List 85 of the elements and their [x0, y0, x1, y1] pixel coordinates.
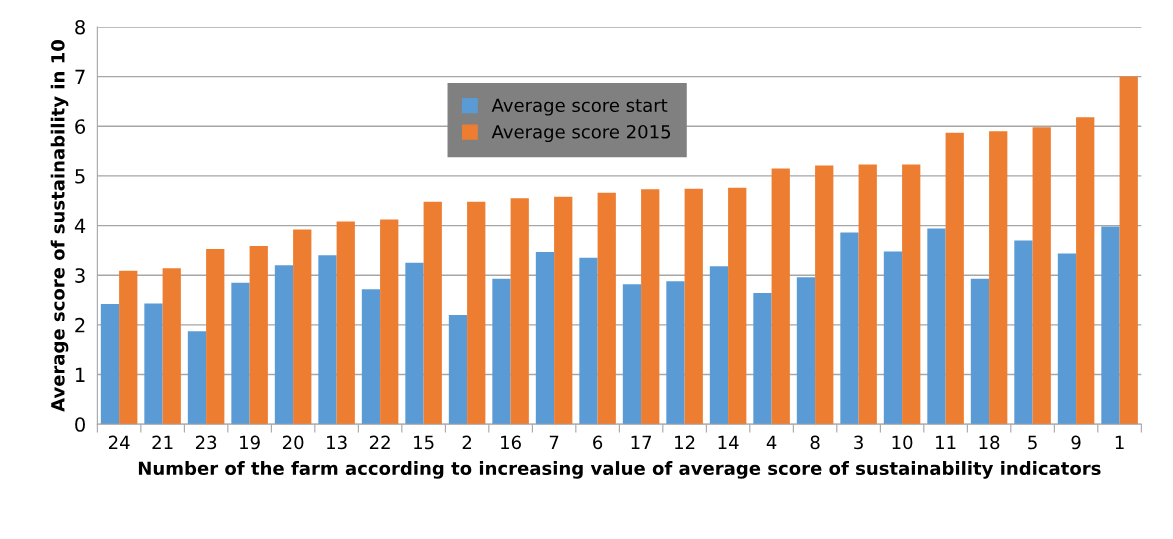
x-tick-label: 5	[1028, 435, 1037, 450]
bar	[336, 221, 355, 425]
x-tick-label: 3	[854, 435, 863, 450]
bar	[119, 270, 138, 425]
x-tick-label: 19	[240, 435, 260, 450]
x-tick-label: 18	[979, 435, 1000, 450]
bar	[927, 228, 946, 425]
bar	[597, 192, 616, 425]
legend-label: Average score 2015	[491, 124, 671, 143]
bar	[989, 131, 1008, 425]
bar	[666, 281, 685, 425]
bar	[467, 201, 486, 425]
y-tick-label: 0	[75, 417, 85, 432]
bar	[728, 187, 747, 425]
x-tick-label: 12	[675, 435, 695, 450]
y-tick-label: 7	[75, 69, 85, 84]
x-axis-title: Number of the farm according to increasing value of average score of sustainability indicators	[138, 461, 1101, 479]
bar	[510, 198, 529, 425]
x-tick-label: 20	[282, 435, 304, 450]
bar	[293, 229, 312, 425]
y-tick-label: 2	[75, 317, 85, 333]
bar	[815, 165, 834, 425]
x-tick-label: 21	[152, 435, 173, 450]
x-tick-label: 8	[810, 435, 820, 450]
bar	[684, 188, 703, 425]
bar	[380, 219, 399, 425]
bar	[1014, 240, 1033, 425]
bar	[162, 268, 181, 425]
bar	[1119, 76, 1138, 425]
x-tick-label: 23	[195, 435, 217, 450]
y-tick-label: 5	[75, 169, 85, 184]
bar	[771, 168, 790, 425]
bar	[858, 164, 877, 425]
bar	[100, 304, 120, 425]
bar	[840, 232, 859, 425]
bar	[535, 251, 555, 425]
bar	[361, 289, 381, 425]
bar	[945, 132, 964, 425]
bar	[187, 331, 207, 425]
y-axis-title: Average score of sustainability in 10	[50, 40, 69, 412]
bar	[318, 255, 337, 425]
bar	[902, 164, 921, 425]
x-tick-label: 15	[414, 435, 434, 450]
legend-label: Average score start	[491, 98, 668, 116]
bar	[1101, 226, 1120, 425]
bar	[554, 196, 573, 425]
x-tick-label: 22	[369, 435, 390, 450]
bar	[249, 245, 268, 425]
bar	[709, 266, 729, 425]
x-tick-label: 13	[327, 435, 347, 450]
x-tick-label: 7	[549, 435, 559, 450]
x-tick-label: 9	[1071, 435, 1081, 450]
bar	[206, 248, 225, 425]
bar	[579, 257, 598, 425]
bar	[492, 278, 511, 425]
x-tick-label: 17	[631, 435, 652, 450]
bar	[448, 314, 468, 425]
bar	[796, 277, 816, 425]
x-tick-label: 14	[718, 435, 739, 450]
bar	[274, 265, 294, 425]
bar	[753, 293, 772, 425]
bar	[1076, 117, 1095, 425]
bar	[144, 303, 163, 425]
bar	[405, 262, 424, 425]
x-tick-label: 2	[462, 435, 472, 450]
bar	[1057, 253, 1077, 425]
y-tick-label: 1	[76, 367, 85, 382]
x-tick-label: 10	[892, 435, 913, 450]
bar	[1032, 127, 1051, 425]
x-tick-label: 16	[501, 435, 521, 450]
y-tick-label: 6	[75, 119, 86, 134]
bar	[423, 201, 442, 425]
x-tick-label: 1	[1115, 435, 1124, 450]
bar	[622, 284, 642, 425]
x-tick-label: 24	[108, 435, 130, 450]
y-tick-label: 4	[74, 218, 86, 233]
bar	[970, 278, 990, 425]
bar	[883, 251, 903, 425]
x-tick-label: 6	[593, 435, 603, 450]
bar	[231, 282, 250, 425]
y-tick-label: 3	[75, 268, 85, 283]
x-tick-label: 4	[766, 435, 777, 450]
x-tick-label: 11	[936, 435, 956, 450]
bar	[641, 189, 660, 425]
y-tick-label: 8	[75, 19, 85, 35]
